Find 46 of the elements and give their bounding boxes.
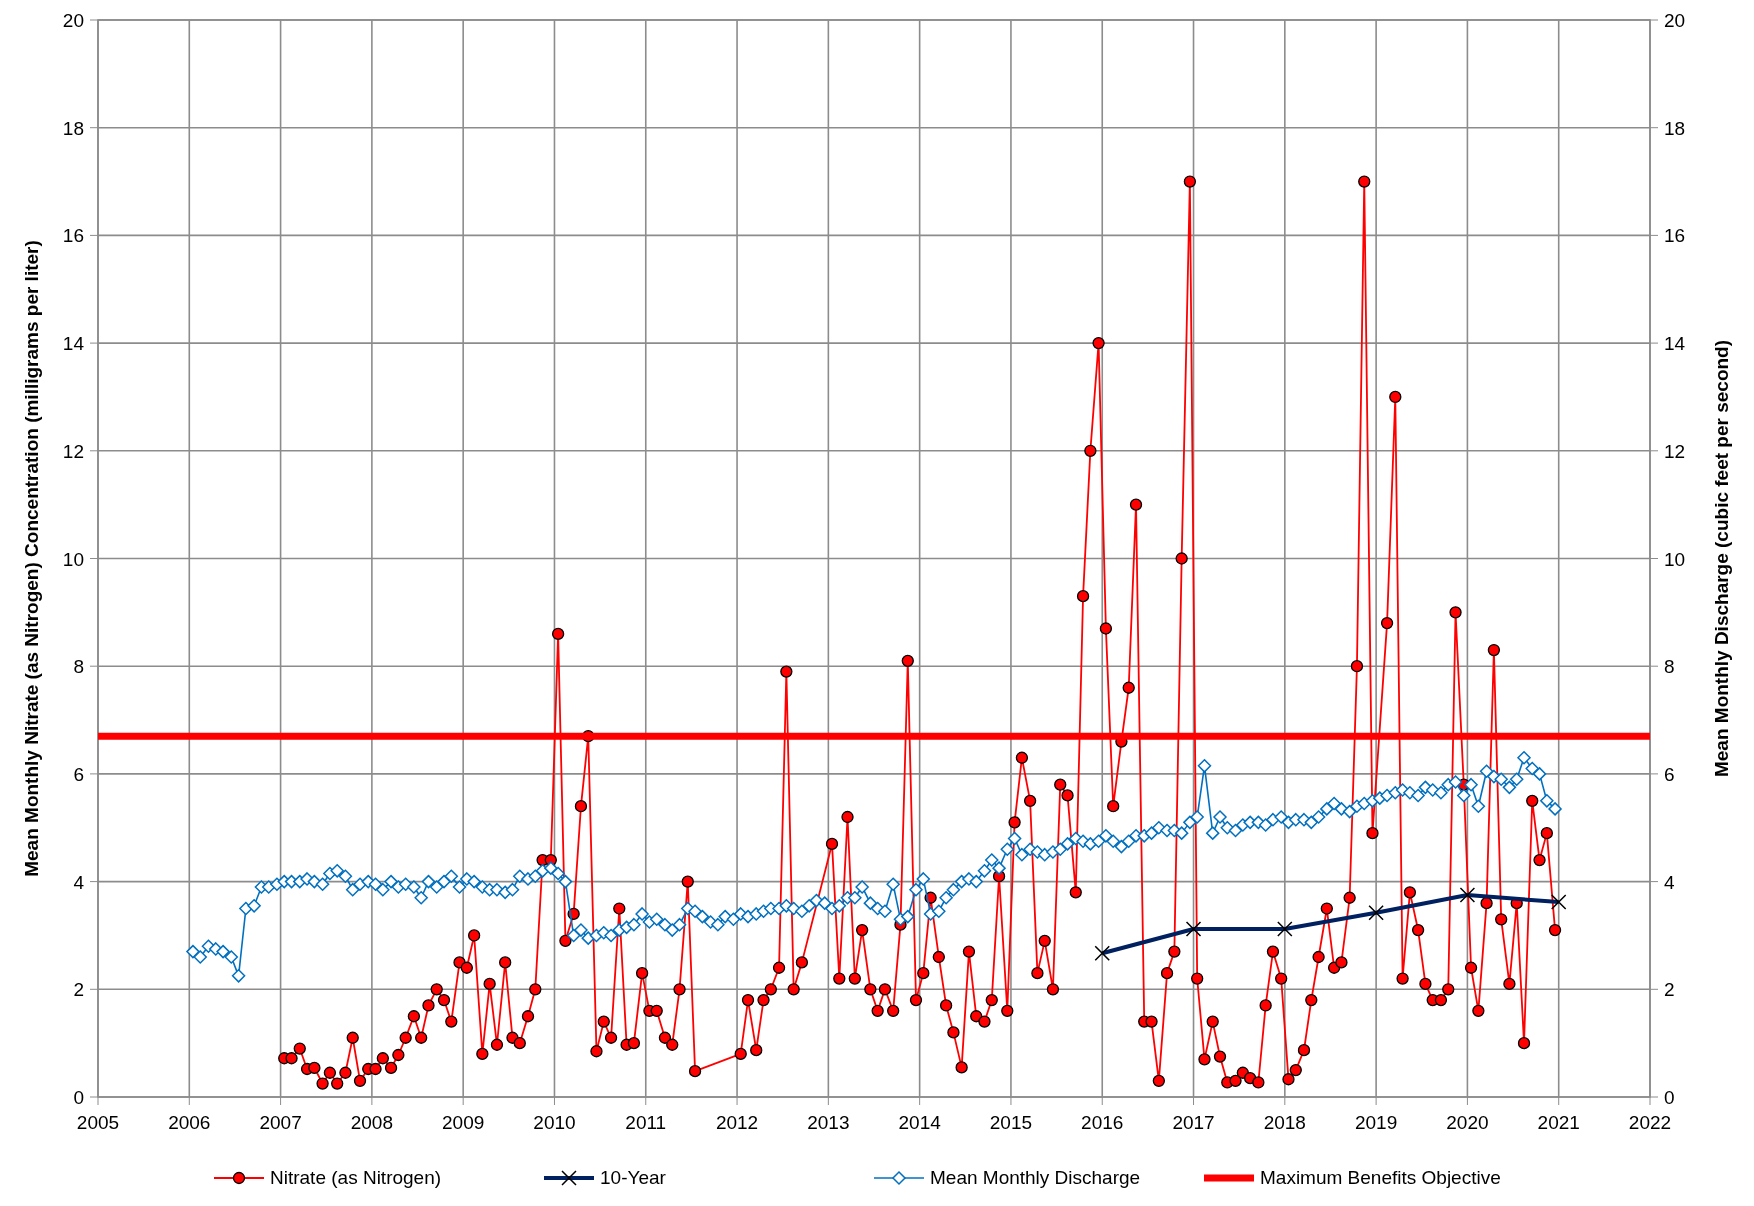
- y2-tick-label: 10: [1664, 548, 1686, 570]
- x-tick-label: 2020: [1446, 1112, 1489, 1133]
- x-tick-label: 2021: [1537, 1112, 1580, 1133]
- y-tick-label: 14: [62, 333, 85, 355]
- legend-label: Nitrate (as Nitrogen): [270, 1167, 442, 1188]
- y-tick-label: 6: [73, 763, 84, 785]
- x-tick-label: 2010: [533, 1112, 576, 1133]
- x-tick-label: 2022: [1628, 1112, 1672, 1133]
- y-tick-label: 16: [62, 225, 84, 247]
- y-tick-label: 2: [73, 979, 84, 1001]
- x-tick-label: 2019: [1354, 1112, 1398, 1133]
- y2-tick-label: 16: [1664, 225, 1686, 247]
- y2-tick-label: 2: [1664, 979, 1675, 1001]
- y-tick-label: 0: [73, 1087, 84, 1108]
- x-tick-label: 2015: [989, 1112, 1033, 1133]
- x-tick-label: 2012: [715, 1112, 759, 1133]
- x-tick-label: 2011: [625, 1112, 667, 1133]
- y2-tick-label: 8: [1664, 656, 1675, 678]
- legend-label: Mean Monthly Discharge: [930, 1167, 1141, 1188]
- y2-tick-label: 18: [1664, 117, 1686, 139]
- x-tick-label: 2008: [350, 1112, 394, 1133]
- y-axis-title: Mean Monthly Nitrate (as Nitrogen) Concentration (milligrams per liter): [21, 240, 42, 877]
- x-tick-label: 2018: [1263, 1112, 1306, 1133]
- y-tick-label: 12: [62, 440, 84, 462]
- y2-tick-label: 14: [1664, 333, 1686, 355]
- y2-tick-label: 4: [1664, 871, 1675, 893]
- y2-tick-label: 12: [1664, 440, 1686, 462]
- x-tick-label: 2017: [1172, 1112, 1215, 1133]
- y2-axis-title: Mean Monthly Discharge (cubic feet per second): [1711, 339, 1732, 778]
- legend-label: 10-Year: [600, 1167, 667, 1188]
- y-tick-label: 8: [73, 656, 84, 678]
- y-tick-label: 18: [62, 117, 84, 139]
- x-tick-label: 2005: [76, 1112, 120, 1133]
- y-tick-label: 4: [73, 871, 85, 893]
- legend-label: Maximum Benefits Objective: [1260, 1167, 1501, 1188]
- x-tick-label: 2007: [259, 1112, 302, 1133]
- x-tick-label: 2014: [898, 1112, 942, 1133]
- y-tick-label: 10: [62, 548, 84, 570]
- y2-tick-label: 6: [1664, 763, 1675, 785]
- x-tick-label: 2016: [1081, 1112, 1124, 1133]
- x-tick-label: 2009: [442, 1112, 485, 1133]
- y2-tick-label: 0: [1664, 1087, 1675, 1108]
- y2-tick-label: 20: [1664, 10, 1686, 31]
- x-tick-label: 2013: [807, 1112, 850, 1133]
- x-tick-label: 2006: [168, 1112, 211, 1133]
- y-tick-label: 20: [62, 10, 84, 31]
